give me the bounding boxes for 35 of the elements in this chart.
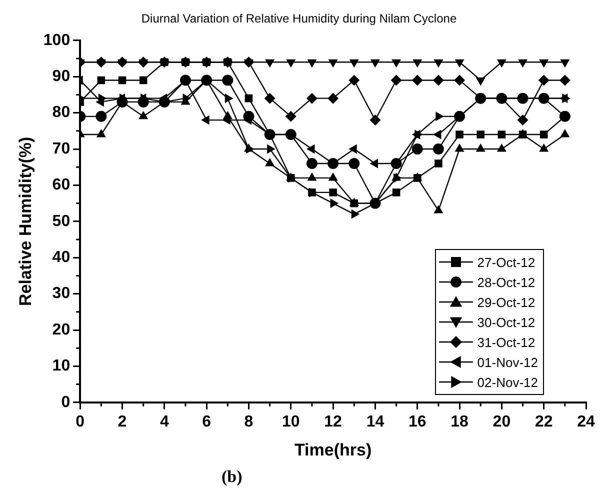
y-tick-label: 30 (52, 285, 70, 302)
y-tick-label: 50 (52, 212, 70, 230)
legend-label: 27-Oct-12 (477, 254, 536, 270)
x-axis-title: Time(hrs) (294, 440, 372, 460)
x-tick-label: 20 (492, 413, 511, 430)
text: (b) (221, 466, 242, 486)
y-tick-label: 20 (52, 321, 70, 338)
legend-label: 28-Oct-12 (477, 274, 536, 290)
y-tick-label: 90 (52, 68, 70, 86)
legend-label: 31-Oct-12 (477, 334, 536, 350)
x-tick-label: 6 (202, 413, 212, 430)
x-tick-label: 22 (534, 413, 553, 430)
y-tick-label: 60 (52, 176, 70, 194)
y-tick-label: 100 (43, 32, 70, 49)
y-axis-title: Relative Humidity(%) (16, 136, 35, 306)
x-tick-label: 14 (366, 413, 384, 430)
y-tick-label: 80 (52, 104, 70, 122)
y-tick-label: 10 (52, 358, 70, 375)
x-tick-label: 8 (244, 413, 254, 430)
legend-label: 02-Nov-12 (477, 374, 538, 390)
x-tick-label: 16 (408, 413, 426, 430)
legend-label: 01-Nov-12 (477, 354, 538, 370)
x-tick-label: 12 (324, 413, 342, 430)
y-tick-label: 70 (52, 140, 70, 158)
chart-title: Diurnal Variation of Relative Humidity during Nilam Cyclone (141, 12, 457, 26)
legend-label: 30-Oct-12 (477, 314, 536, 330)
x-tick-label: 18 (450, 413, 469, 430)
x-tick-label: 0 (76, 413, 85, 430)
legend-label: 29-Oct-12 (477, 294, 536, 310)
x-tick-label: 24 (577, 413, 595, 430)
x-tick-label: 10 (282, 413, 300, 430)
y-tick-label: 0 (61, 394, 70, 411)
y-tick-label: 40 (52, 249, 70, 266)
x-tick-label: 4 (160, 413, 169, 430)
x-tick-label: 2 (118, 413, 127, 430)
